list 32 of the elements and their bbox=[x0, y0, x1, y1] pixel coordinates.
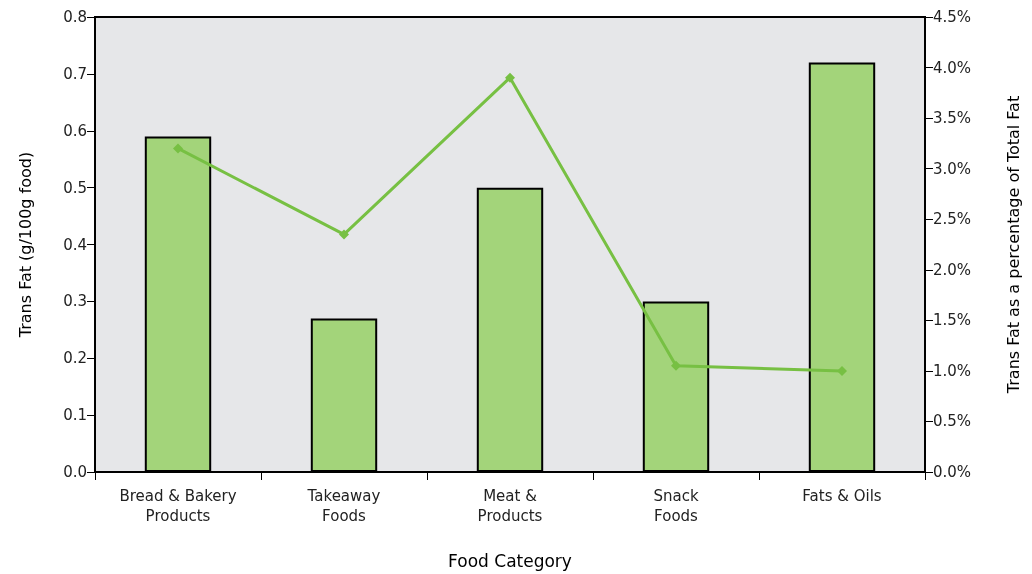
x-tick-label: Snack Foods bbox=[653, 487, 699, 525]
y-tick-label: 0.0 bbox=[63, 463, 87, 481]
x-tick-label: Bread & Bakery Products bbox=[119, 487, 237, 525]
y2-tick-label: 0.5% bbox=[933, 412, 972, 431]
x-tick-label: Takeaway Foods bbox=[306, 487, 381, 525]
point bbox=[505, 72, 515, 83]
y2-tick-label: 2.5% bbox=[933, 210, 972, 229]
x-tick-label: Fats & Oils bbox=[802, 487, 882, 505]
y2-tick-label: 1.0% bbox=[933, 361, 972, 380]
y2-axis-title: Trans Fat as a percentage of Total Fat bbox=[1003, 95, 1023, 395]
y-axis-title: Trans Fat (g/100g food) bbox=[15, 151, 35, 339]
x-tick-label: Meat & Products bbox=[477, 487, 543, 525]
y2-tick-label: 1.5% bbox=[933, 311, 972, 330]
y-tick-label: 0.8 bbox=[63, 8, 87, 26]
y-tick-label: 0.1 bbox=[63, 406, 87, 425]
y2-tick-label: 3.5% bbox=[933, 109, 972, 128]
point bbox=[837, 365, 847, 376]
point bbox=[173, 143, 183, 154]
y2-tick-label: 0.0% bbox=[933, 463, 972, 481]
y-tick-label: 0.5 bbox=[63, 178, 87, 197]
y2-tick-label: 2.0% bbox=[933, 260, 972, 279]
x-axis-title: Food Category bbox=[448, 550, 572, 571]
y2-tick-label: 3.0% bbox=[933, 159, 972, 178]
y-tick-label: 0.3 bbox=[63, 292, 87, 311]
y-tick-label: 0.6 bbox=[63, 121, 87, 140]
point bbox=[671, 360, 681, 371]
y-tick-label: 0.2 bbox=[63, 349, 87, 368]
y-tick-label: 0.7 bbox=[63, 64, 87, 83]
point bbox=[339, 229, 349, 240]
y2-tick-label: 4.5% bbox=[933, 8, 972, 26]
y-tick-label: 0.4 bbox=[63, 235, 87, 254]
y2-tick-label: 4.0% bbox=[933, 58, 972, 77]
